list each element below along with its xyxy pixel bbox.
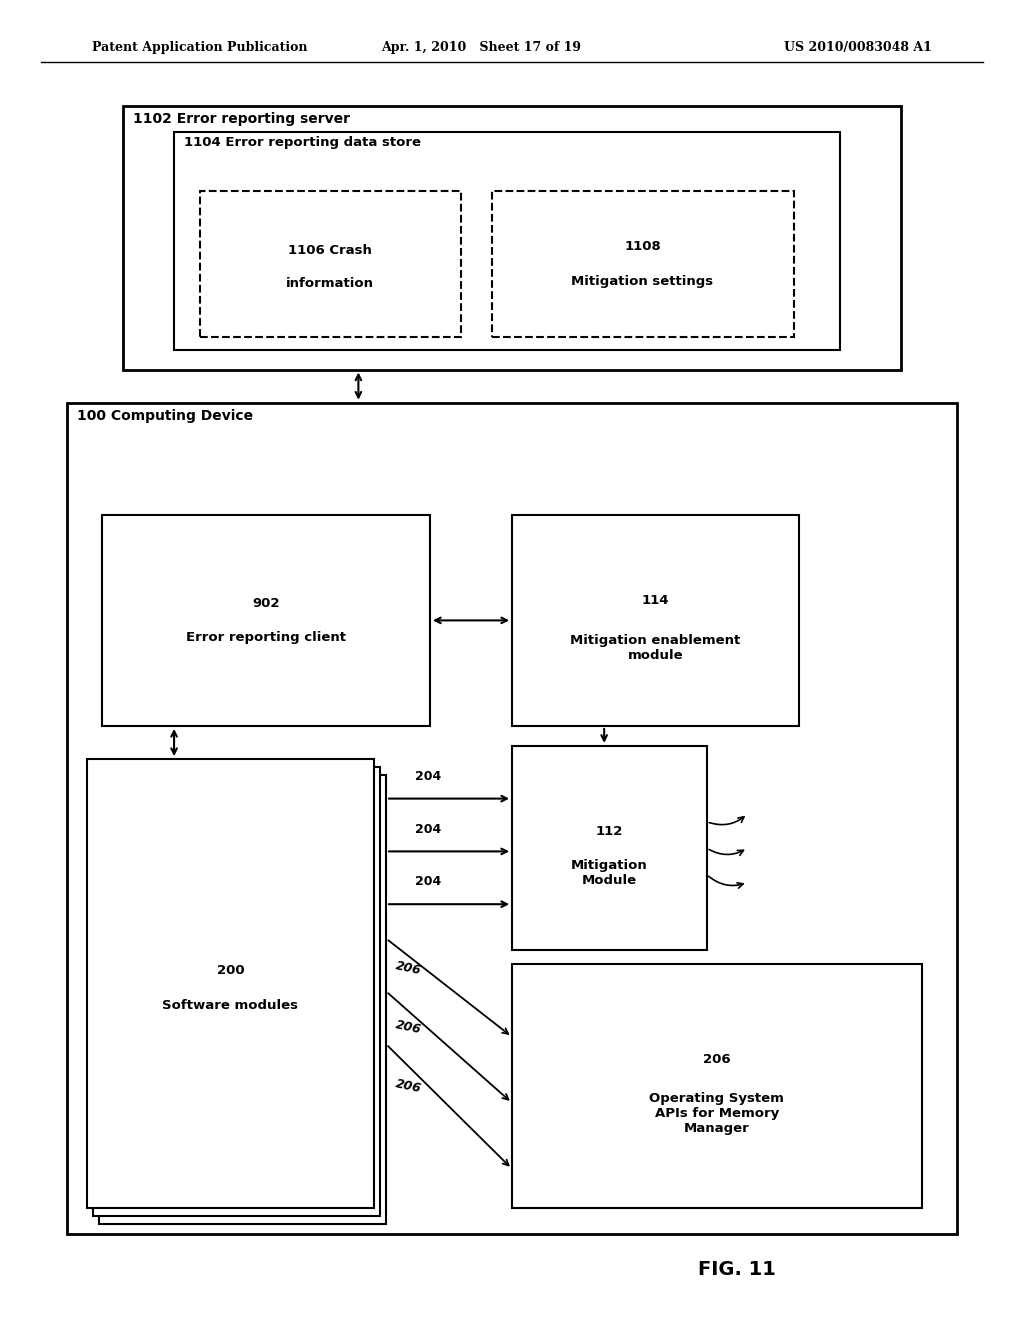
Text: 206: 206 <box>394 1077 422 1096</box>
FancyBboxPatch shape <box>492 191 794 337</box>
Text: 204: 204 <box>416 770 441 783</box>
Text: 204: 204 <box>416 822 441 836</box>
FancyBboxPatch shape <box>93 767 380 1216</box>
Text: Mitigation enablement
module: Mitigation enablement module <box>570 634 740 661</box>
Text: Operating System
APIs for Memory
Manager: Operating System APIs for Memory Manager <box>649 1093 784 1135</box>
Text: Error reporting client: Error reporting client <box>186 631 346 644</box>
FancyBboxPatch shape <box>99 775 386 1224</box>
FancyBboxPatch shape <box>123 106 901 370</box>
Text: Patent Application Publication: Patent Application Publication <box>92 41 307 54</box>
Text: 1102 Error reporting server: 1102 Error reporting server <box>133 112 350 127</box>
FancyBboxPatch shape <box>87 759 374 1208</box>
Text: 100 Computing Device: 100 Computing Device <box>77 409 253 424</box>
Text: Mitigation
Module: Mitigation Module <box>571 858 647 887</box>
Text: 200: 200 <box>217 964 244 977</box>
FancyBboxPatch shape <box>512 515 799 726</box>
Text: 1104 Error reporting data store: 1104 Error reporting data store <box>184 136 421 149</box>
Text: 112: 112 <box>596 825 623 837</box>
Text: 204: 204 <box>416 875 441 888</box>
Text: FIG. 11: FIG. 11 <box>698 1261 776 1279</box>
Text: 206: 206 <box>394 1018 422 1036</box>
Text: US 2010/0083048 A1: US 2010/0083048 A1 <box>784 41 932 54</box>
Text: 1108: 1108 <box>625 240 660 253</box>
Text: information: information <box>287 277 374 290</box>
FancyBboxPatch shape <box>200 191 461 337</box>
FancyBboxPatch shape <box>174 132 840 350</box>
Text: Software modules: Software modules <box>163 999 298 1012</box>
Text: Apr. 1, 2010   Sheet 17 of 19: Apr. 1, 2010 Sheet 17 of 19 <box>381 41 582 54</box>
Text: 902: 902 <box>253 597 280 610</box>
Text: Mitigation settings: Mitigation settings <box>571 275 714 288</box>
Text: 1106 Crash: 1106 Crash <box>289 244 372 257</box>
Text: 114: 114 <box>642 594 669 607</box>
FancyBboxPatch shape <box>67 403 957 1234</box>
FancyBboxPatch shape <box>512 746 707 950</box>
FancyBboxPatch shape <box>102 515 430 726</box>
FancyBboxPatch shape <box>512 964 922 1208</box>
Text: 206: 206 <box>703 1053 730 1067</box>
Text: 206: 206 <box>394 958 422 977</box>
